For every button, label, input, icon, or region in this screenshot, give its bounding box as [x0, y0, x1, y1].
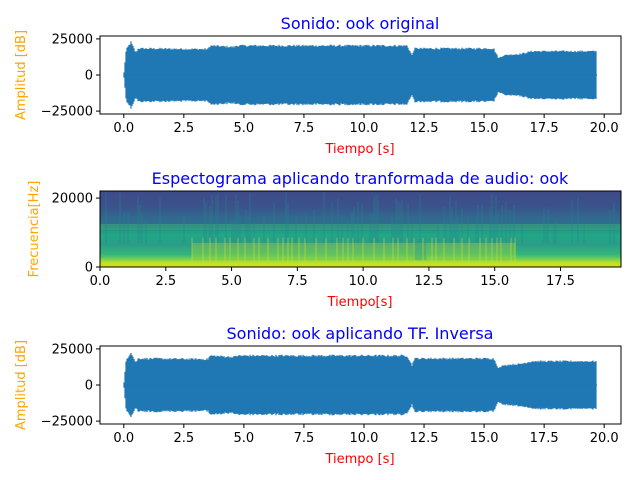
y-tick-label: 0: [85, 379, 93, 394]
x-tick-label: 5.0: [234, 121, 255, 136]
spectrogram-background: [100, 191, 621, 267]
y-tick-label: 25000: [52, 32, 93, 47]
chart-inverse-waveform: Sonido: ook aplicando TF. Inversa 0.0 2.5…: [14, 324, 622, 467]
y-tick-label: −25000: [41, 105, 93, 120]
y-tick-label: 0: [85, 69, 93, 84]
x-tick-label: 15.0: [470, 121, 499, 136]
x-tick-label: 15.0: [470, 431, 499, 446]
y-axis-label: Frecuencia[Hz]: [27, 181, 42, 278]
x-tick-label: 10.0: [349, 274, 378, 289]
x-tick-label: 12.5: [414, 274, 443, 289]
active-tone-region: [192, 242, 516, 259]
x-tick-label: 7.5: [287, 274, 308, 289]
x-axis-label: Tiempo [s]: [324, 142, 394, 157]
gap-region: [413, 235, 427, 261]
chart-original-waveform: Sonido: ook original 0.0 2.5 5.0 7.5 10.0 12.…: [14, 14, 622, 157]
x-tick-label: 7.5: [294, 431, 315, 446]
x-tick-label: 10.0: [350, 431, 379, 446]
frequency-band: [100, 223, 621, 230]
x-tick-label: 0.0: [90, 274, 111, 289]
y-tick-label: 25000: [52, 342, 93, 357]
x-tick-label: 17.5: [530, 431, 559, 446]
y-tick-label: 0: [85, 261, 93, 276]
x-tick-label: 2.5: [173, 121, 194, 136]
x-tick-label: 7.5: [294, 121, 315, 136]
x-axis-label: Tiempo [s]: [324, 452, 394, 467]
x-tick-label: 17.5: [546, 274, 575, 289]
x-tick-label: 2.5: [173, 431, 194, 446]
chart-title: Espectograma aplicando tranformada de au…: [152, 169, 569, 188]
x-tick-label: 12.5: [410, 121, 439, 136]
chart-title: Sonido: ook aplicando TF. Inversa: [227, 324, 494, 343]
y-axis-label: Amplitud [dB]: [14, 30, 29, 120]
x-tick-label: 10.0: [350, 121, 379, 136]
x-tick-label: 20.0: [590, 431, 619, 446]
chart-title: Sonido: ook original: [281, 14, 440, 33]
x-tick-label: 17.5: [530, 121, 559, 136]
axes-frame: [99, 190, 622, 268]
x-tick-label: 0.0: [113, 121, 134, 136]
y-axis-label: Amplitud [dB]: [14, 340, 29, 430]
x-tick-label: 5.0: [234, 431, 255, 446]
waveform-series: [123, 41, 597, 109]
x-tick-label: 15.0: [480, 274, 509, 289]
chart-spectrogram: Espectograma aplicando tranformada de au…: [27, 169, 622, 310]
x-tick-label: 0.0: [113, 431, 134, 446]
y-tick-label: −25000: [41, 415, 93, 430]
x-axis-label: Tiempo[s]: [327, 295, 393, 310]
pulse-markers: [191, 237, 516, 262]
x-tick-label: 5.0: [221, 274, 242, 289]
x-tick-label: 2.5: [155, 274, 176, 289]
waveform-series: [123, 353, 597, 417]
y-tick-label: 20000: [52, 192, 93, 207]
spectrogram-texture: [105, 191, 615, 243]
x-tick-label: 20.0: [590, 121, 619, 136]
spectrogram-heatmap: [100, 191, 621, 267]
x-tick-label: 12.5: [410, 431, 439, 446]
